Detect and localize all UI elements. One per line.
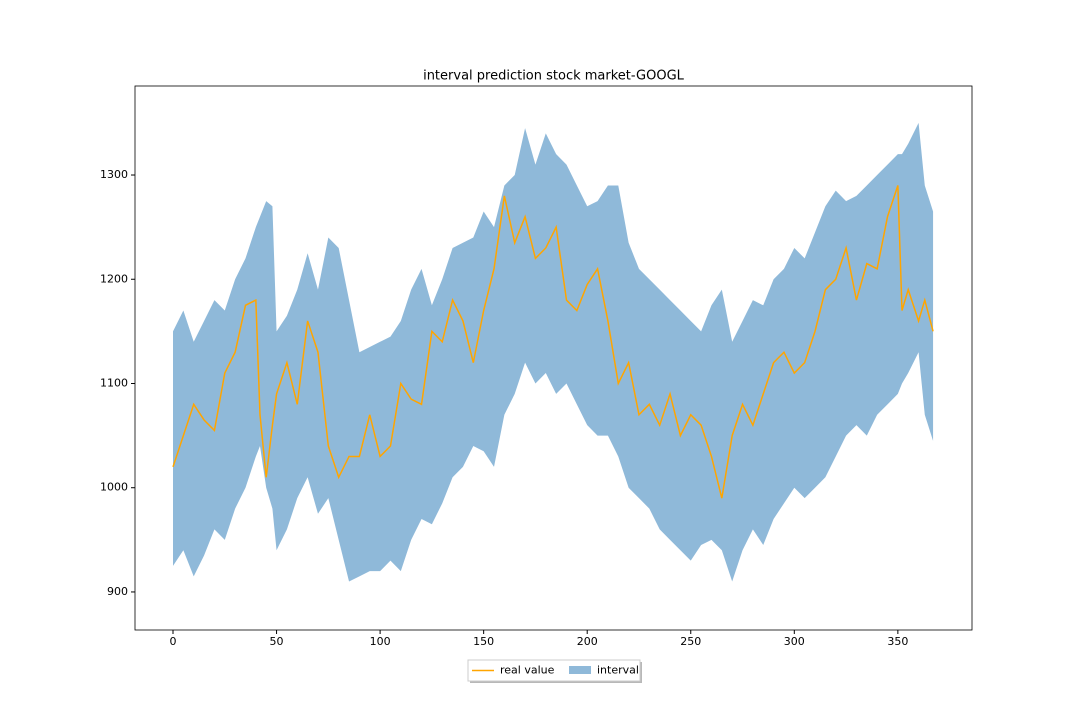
chart-title: interval prediction stock market-GOOGL <box>423 69 685 84</box>
interval-band <box>173 122 934 582</box>
y-tick-label: 1100 <box>100 376 128 389</box>
x-tick-label: 150 <box>473 635 494 648</box>
x-tick-label: 50 <box>270 635 284 648</box>
y-tick-label: 900 <box>107 585 128 598</box>
y-tick-label: 1200 <box>100 272 128 285</box>
x-tick-label: 300 <box>784 635 805 648</box>
y-tick-label: 1000 <box>100 481 128 494</box>
x-tick-label: 200 <box>577 635 598 648</box>
x-tick-label: 100 <box>370 635 391 648</box>
x-tick-label: 350 <box>887 635 908 648</box>
plot-frame <box>134 85 973 631</box>
legend-box <box>467 659 641 682</box>
legend-label: interval <box>597 664 639 677</box>
y-tick-label: 1300 <box>100 168 128 181</box>
real-value-line <box>172 185 934 499</box>
legend-swatch <box>569 666 591 674</box>
legend: real value interval <box>467 659 642 683</box>
x-tick-label: 0 <box>170 635 177 648</box>
x-tick-label: 250 <box>680 635 701 648</box>
legend-label: real value <box>500 664 555 677</box>
